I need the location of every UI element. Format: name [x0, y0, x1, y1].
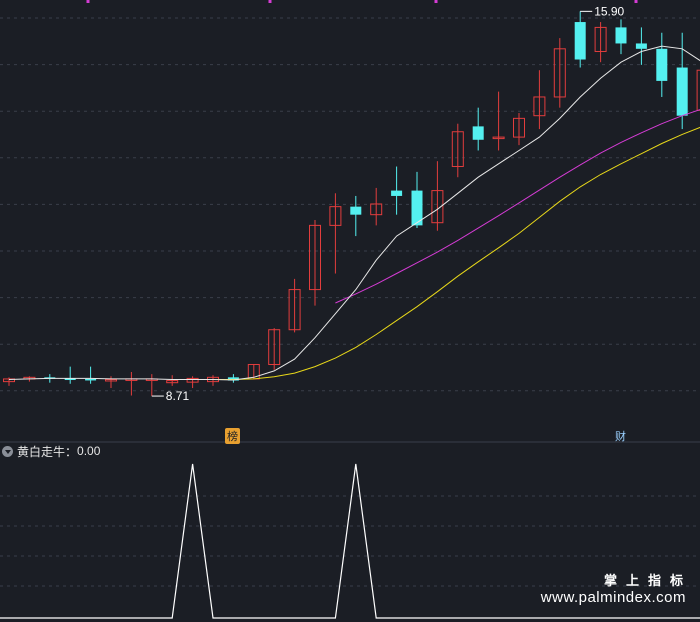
candle-body — [186, 377, 199, 383]
indicator-line — [0, 463, 700, 619]
candle-body — [574, 22, 586, 60]
candle-body — [594, 26, 607, 52]
candle-body — [696, 69, 700, 111]
candle-body — [309, 224, 321, 291]
low-label: 8.71 — [166, 389, 190, 403]
candle-body — [492, 136, 505, 140]
candle-body — [533, 96, 546, 117]
candle-body — [350, 206, 362, 215]
candle-body — [451, 131, 464, 168]
candles — [3, 11, 700, 397]
ma-yellow-line — [192, 126, 700, 380]
ma-white-line — [8, 45, 700, 381]
candle-body — [166, 380, 179, 384]
price-annotations: 15.90 8.71 — [151, 4, 625, 403]
candle-body — [431, 190, 444, 224]
candle-body — [288, 289, 301, 331]
marker-left: 榜 — [225, 428, 240, 444]
candle-body — [656, 48, 668, 81]
indicator-value: 0.00 — [77, 444, 101, 458]
candle-body — [370, 203, 383, 216]
indicator-grid — [0, 495, 700, 587]
candle-body — [268, 329, 281, 365]
candle-body — [391, 190, 403, 196]
candle-body — [676, 67, 688, 116]
candle-body — [64, 378, 76, 381]
candle-body — [472, 126, 484, 140]
ma-magenta-line — [335, 109, 700, 304]
watermark: 掌上指标 www.palmindex.com — [541, 570, 686, 606]
candle-body — [553, 48, 566, 98]
indicator-series — [0, 463, 700, 619]
indicator-title[interactable]: 黄白走牛 ： 0.00 — [2, 443, 100, 459]
candle-body — [85, 378, 97, 381]
indicator-name: 黄白走牛 — [17, 444, 66, 459]
high-label: 15.90 — [594, 4, 624, 18]
moving-averages — [8, 45, 700, 381]
indicator-separator: ： — [65, 444, 78, 459]
candle-body — [3, 378, 15, 383]
candle-body — [411, 190, 423, 226]
watermark-cn: 掌上指标 — [603, 573, 692, 588]
candle-body — [513, 117, 525, 138]
candle-body — [635, 43, 647, 49]
candle-body — [615, 27, 627, 44]
watermark-url: www.palmindex.com — [540, 589, 686, 606]
candle-body — [105, 378, 117, 382]
candle-body — [227, 377, 239, 381]
candle-body — [329, 206, 342, 226]
main-grid — [0, 0, 700, 392]
marker-right: 财 — [615, 431, 626, 443]
collapse-icon[interactable] — [2, 445, 13, 457]
